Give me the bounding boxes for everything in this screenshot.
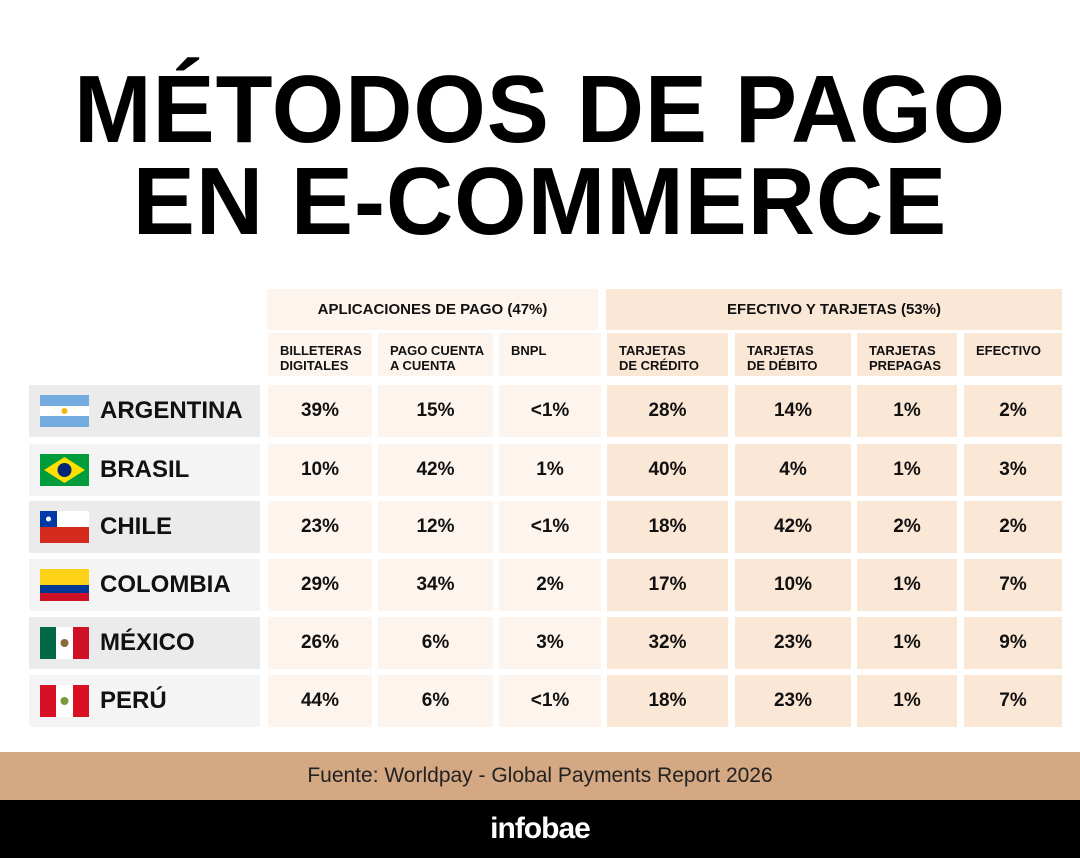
value-cell: 10%	[268, 444, 372, 496]
column-header: TARJETAS DE CRÉDITO	[607, 333, 728, 376]
value-cell: 18%	[607, 675, 728, 727]
value-cell: 3%	[964, 444, 1062, 496]
country-name: BRASIL	[100, 456, 190, 483]
value-cell: <1%	[499, 501, 601, 553]
column-header: EFECTIVO	[964, 333, 1062, 376]
value-cell: 34%	[378, 559, 493, 611]
value-cell: 17%	[607, 559, 728, 611]
value-cell: 1%	[857, 385, 957, 437]
group-header: EFECTIVO Y TARJETAS (53%)	[606, 289, 1062, 330]
title-line: MÉTODOS DE PAGO	[73, 56, 1007, 163]
column-header-line: DE CRÉDITO	[619, 358, 699, 373]
flag	[40, 685, 89, 717]
value-cell: 1%	[857, 675, 957, 727]
value-cell: 1%	[857, 559, 957, 611]
value-cell: <1%	[499, 385, 601, 437]
column-header-line: TARJETAS	[869, 343, 936, 358]
country-name: COLOMBIA	[100, 571, 231, 598]
value-cell: 14%	[735, 385, 851, 437]
column-header: PAGO CUENTA A CUENTA	[378, 333, 493, 376]
column-header-line: PREPAGAS	[869, 358, 941, 373]
country-name: ARGENTINA	[100, 397, 243, 424]
group-header: APLICACIONES DE PAGO (47%)	[267, 289, 598, 330]
column-header-line: BNPL	[511, 343, 547, 358]
column-header: TARJETAS DE DÉBITO	[735, 333, 851, 376]
column-header: TARJETAS PREPAGAS	[857, 333, 957, 376]
country-name: MÉXICO	[100, 629, 195, 656]
value-cell: 3%	[499, 617, 601, 669]
flag	[40, 454, 89, 486]
source-band: Fuente: Worldpay - Global Payments Repor…	[0, 752, 1080, 800]
brand-band: infobae	[0, 800, 1080, 858]
value-cell: 42%	[735, 501, 851, 553]
value-cell: 23%	[735, 617, 851, 669]
column-header-line: BILLETERAS	[280, 343, 362, 358]
column-header-line: PAGO CUENTA	[390, 343, 485, 358]
value-cell: 6%	[378, 617, 493, 669]
column-header-line: EFECTIVO	[976, 343, 1042, 358]
value-cell: 23%	[735, 675, 851, 727]
value-cell: 44%	[268, 675, 372, 727]
value-cell: 15%	[378, 385, 493, 437]
value-cell: 4%	[735, 444, 851, 496]
value-cell: 2%	[499, 559, 601, 611]
value-cell: 1%	[857, 444, 957, 496]
value-cell: 40%	[607, 444, 728, 496]
value-cell: 29%	[268, 559, 372, 611]
flag	[40, 511, 89, 543]
column-header-line: A CUENTA	[390, 358, 456, 373]
value-cell: 10%	[735, 559, 851, 611]
value-cell: 12%	[378, 501, 493, 553]
column-header-line: TARJETAS	[619, 343, 686, 358]
value-cell: 18%	[607, 501, 728, 553]
value-cell: 2%	[964, 501, 1062, 553]
value-cell: 1%	[857, 617, 957, 669]
value-cell: 6%	[378, 675, 493, 727]
value-cell: 23%	[268, 501, 372, 553]
column-header: BILLETERAS DIGITALES	[268, 333, 372, 376]
value-cell: 7%	[964, 675, 1062, 727]
title-line: EN E-COMMERCE	[132, 148, 948, 255]
column-header-line: TARJETAS	[747, 343, 814, 358]
value-cell: 28%	[607, 385, 728, 437]
value-cell: 42%	[378, 444, 493, 496]
value-cell: 1%	[499, 444, 601, 496]
value-cell: 7%	[964, 559, 1062, 611]
country-name: CHILE	[100, 513, 172, 540]
value-cell: 39%	[268, 385, 372, 437]
value-cell: 2%	[964, 385, 1062, 437]
column-header-line: DIGITALES	[280, 358, 349, 373]
value-cell: 32%	[607, 617, 728, 669]
flag	[40, 627, 89, 659]
column-header-line: DE DÉBITO	[747, 358, 818, 373]
value-cell: 26%	[268, 617, 372, 669]
country-name: PERÚ	[100, 687, 167, 714]
value-cell: 9%	[964, 617, 1062, 669]
value-cell: <1%	[499, 675, 601, 727]
flag	[40, 569, 89, 601]
column-header: BNPL	[499, 333, 601, 376]
value-cell: 2%	[857, 501, 957, 553]
flag	[40, 395, 89, 427]
